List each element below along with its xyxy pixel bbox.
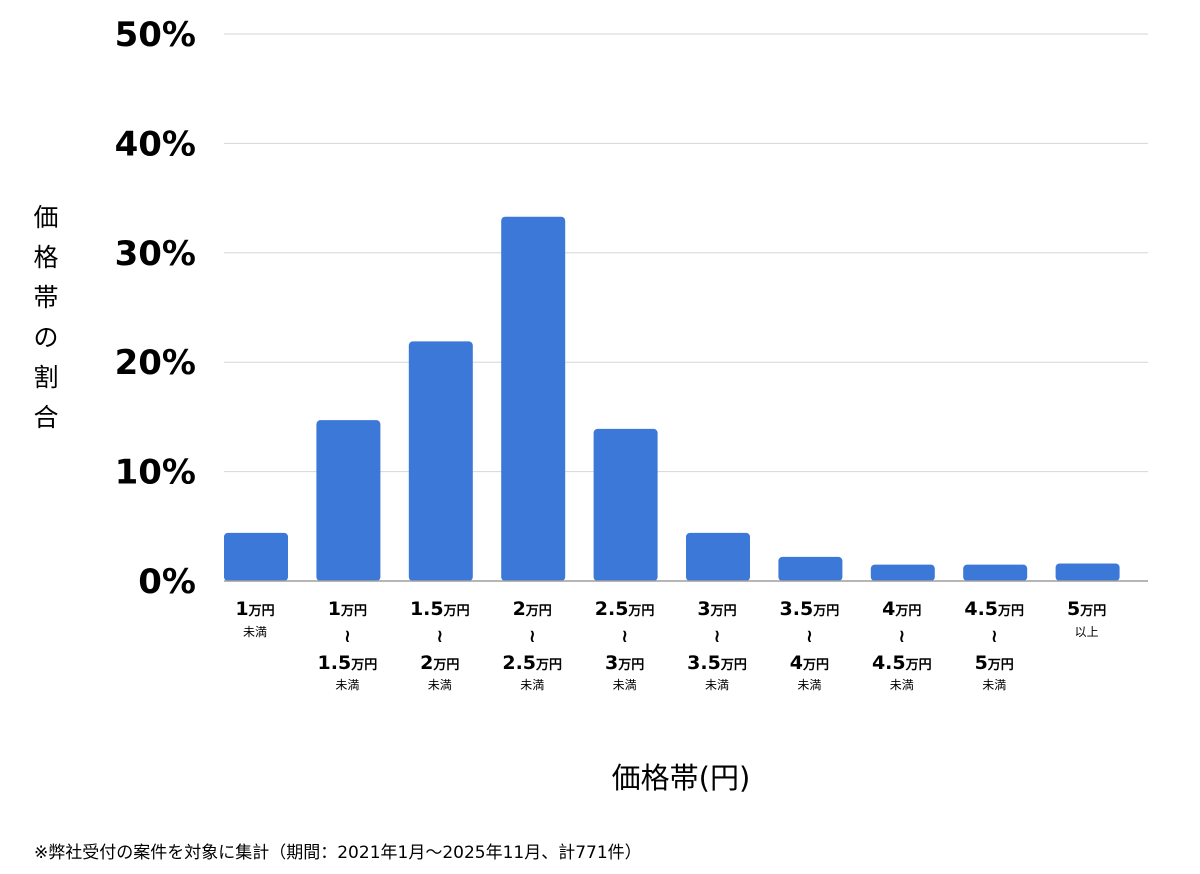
range-tilde: ≀ [344,626,351,647]
footnote: ※弊社受付の案件を対象に集計（期間：2021年1月～2025年11月、計771件… [34,843,642,863]
x-tick-note: 未満 [520,678,544,692]
x-tick-note: 未満 [243,625,267,639]
bar [870,564,935,581]
range-tilde: ≀ [436,626,443,647]
bar [963,564,1028,581]
y-axis-label: 価格帯の割合 [33,203,58,432]
bar [686,532,750,581]
x-tick-label-from: 3.5万円 [780,598,840,620]
bar [316,420,381,581]
y-tick-label: 10% [115,453,196,493]
x-tick-note: 未満 [982,678,1006,692]
x-tick-label-to: 4万円 [790,652,829,674]
x-tick-note: 未満 [335,678,359,692]
y-tick-label: 20% [115,343,196,383]
x-tick-label-to: 2.5万円 [502,652,562,674]
x-tick-note: 未満 [428,678,452,692]
x-tick-label-to: 5万円 [975,652,1014,674]
x-tick-label-to: 2万円 [420,652,459,674]
y-axis-ticks: 0% 10% 20% 30% 40% 50% [115,15,196,602]
y-tick-label: 0% [138,562,196,602]
x-axis-ticks: 1万円未満1万円≀1.5万円未満1.5万円≀2万円未満2万円≀2.5万円未満2.… [235,598,1106,692]
range-tilde: ≀ [621,626,628,647]
x-tick-label-from: 1.5万円 [410,598,470,620]
bar [408,341,473,581]
bars [224,216,1120,581]
x-tick-note: 未満 [705,678,729,692]
x-tick-note: 未満 [613,678,637,692]
x-tick-label-from: 2.5万円 [595,598,655,620]
x-tick-note: 未満 [890,678,914,692]
y-tick-label: 30% [115,234,196,274]
x-tick-label-from: 1万円 [328,598,367,620]
x-tick-label-from: 1万円 [235,598,274,620]
x-axis-label: 価格帯(円) [612,761,751,795]
x-tick-label-to: 3万円 [605,652,644,674]
bar [224,532,288,581]
gridlines [224,33,1148,473]
range-tilde: ≀ [898,626,905,647]
x-tick-label-from: 5万円 [1067,598,1106,620]
range-tilde: ≀ [991,626,998,647]
bar [778,556,843,581]
x-tick-label-to: 4.5万円 [872,652,932,674]
x-tick-note: 未満 [797,678,821,692]
x-tick-label-from: 4.5万円 [964,598,1024,620]
range-tilde: ≀ [529,626,536,647]
bar [501,216,566,581]
bar [593,428,658,581]
range-tilde: ≀ [806,626,813,647]
bar [1055,563,1120,581]
x-tick-label-to: 1.5万円 [318,652,378,674]
x-tick-label-from: 2万円 [513,598,552,620]
x-tick-label-from: 3万円 [697,598,736,620]
x-tick-label-to: 3.5万円 [687,652,747,674]
x-tick-note: 以上 [1075,625,1099,639]
x-tick-label-from: 4万円 [882,598,921,620]
y-tick-label: 40% [115,124,196,164]
y-tick-label: 50% [115,15,196,55]
range-tilde: ≀ [714,626,721,647]
